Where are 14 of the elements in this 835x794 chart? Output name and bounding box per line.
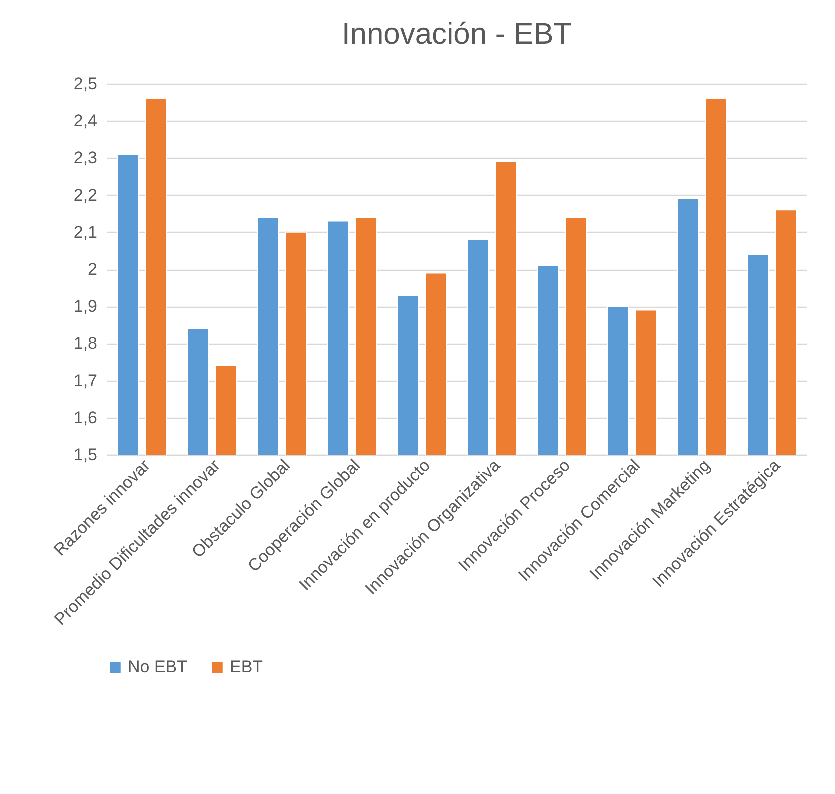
y-tick-label: 2,2 xyxy=(74,186,98,205)
y-tick-label: 2,1 xyxy=(74,222,98,242)
y-tick-label: 2 xyxy=(88,260,98,279)
y-tick-label: 2,3 xyxy=(74,148,98,168)
legend-label: No EBT xyxy=(128,658,188,677)
y-tick-label: 2,4 xyxy=(74,112,98,131)
legend-label: EBT xyxy=(230,658,264,677)
chart-title: Innovación - EBT xyxy=(342,18,572,51)
y-tick-label: 1,9 xyxy=(74,297,98,316)
y-tick-label: 1,6 xyxy=(74,408,98,428)
y-tick-label: 1,8 xyxy=(74,334,98,354)
y-tick-label: 1,5 xyxy=(74,446,98,464)
y-tick-label: 2,5 xyxy=(74,74,98,94)
y-tick-label: 1,7 xyxy=(74,371,98,390)
